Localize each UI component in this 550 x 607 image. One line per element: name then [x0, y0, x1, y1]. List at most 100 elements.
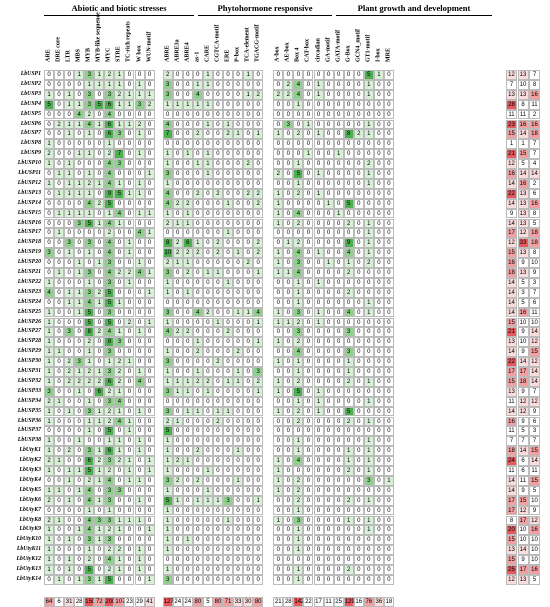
- matrix-cell: 0: [293, 139, 304, 150]
- matrix-cell: 1: [44, 159, 54, 169]
- matrix-cell: 1: [313, 129, 324, 140]
- row-label: LbUtyK14: [16, 575, 41, 582]
- matrix-cell: 0: [283, 555, 294, 565]
- matrix-cell: 0: [182, 169, 193, 179]
- matrix-cell: 0: [353, 169, 364, 179]
- matrix-cell: 1: [192, 406, 203, 417]
- matrix-cell: 1: [134, 555, 145, 565]
- matrix-cell: 0: [212, 376, 223, 387]
- matrix-cell: 1: [44, 89, 54, 100]
- row-label: LbUSP32: [17, 377, 41, 384]
- matrix-cell: 0: [233, 396, 244, 407]
- matrix-cell: 0: [253, 277, 264, 288]
- matrix-cell: 1: [293, 357, 304, 367]
- matrix-cell: 0: [84, 159, 95, 169]
- matrix-cell: 0: [343, 208, 354, 219]
- matrix-cell: 1: [202, 485, 213, 496]
- matrix-cell: 0: [84, 436, 95, 447]
- matrix-cell: 0: [162, 297, 173, 308]
- matrix-cell: 0: [223, 426, 234, 437]
- group-title-stress: Abiotic and biotic stresses: [71, 3, 167, 13]
- matrix-cell: 5: [84, 317, 95, 328]
- row-sum-cell: 13: [517, 89, 529, 100]
- matrix-cell: 1: [182, 99, 193, 110]
- matrix-cell: 2: [172, 248, 183, 259]
- matrix-cell: 0: [333, 70, 344, 80]
- matrix-cell: 0: [144, 376, 155, 387]
- matrix-cell: 0: [223, 268, 234, 278]
- matrix-cell: 1: [363, 456, 374, 466]
- row-sum-cell: 9: [517, 416, 529, 427]
- row-sum-cell: 15: [506, 535, 517, 546]
- matrix-cell: 0: [223, 317, 234, 328]
- row-sum-cell: 10: [517, 525, 529, 536]
- matrix-cell: 0: [303, 525, 314, 536]
- matrix-cell: 0: [273, 525, 284, 536]
- matrix-cell: 1: [202, 386, 213, 397]
- matrix-cell: 1: [202, 495, 213, 506]
- matrix-cell: 0: [74, 159, 85, 169]
- matrix-cell: 2: [192, 347, 203, 358]
- matrix-cell: 1: [114, 119, 125, 130]
- column-header-label: MYB-like sequence: [95, 12, 102, 62]
- matrix-cell: 0: [223, 545, 234, 556]
- matrix-cell: 0: [323, 228, 334, 239]
- matrix-cell: 0: [64, 416, 75, 427]
- matrix-cell: 1: [273, 268, 284, 278]
- row-label: LbUSP11: [18, 170, 41, 176]
- matrix-cell: 1: [223, 406, 234, 417]
- matrix-cell: 0: [212, 456, 223, 466]
- matrix-cell: 2: [212, 357, 223, 367]
- matrix-cell: 0: [343, 396, 354, 407]
- matrix-cell: 0: [144, 238, 155, 249]
- matrix-cell: 1: [273, 515, 284, 526]
- matrix-cell: 0: [192, 485, 203, 496]
- matrix-cell: 0: [333, 218, 344, 229]
- matrix-cell: 1: [273, 475, 284, 486]
- matrix-cell: 0: [134, 416, 145, 427]
- column-header-label: WUN-motif: [146, 31, 153, 62]
- matrix-cell: 0: [353, 198, 364, 209]
- matrix-cell: 0: [74, 198, 85, 209]
- matrix-cell: 0: [202, 287, 213, 298]
- matrix-cell: 0: [283, 169, 294, 179]
- matrix-cell: 0: [94, 188, 105, 199]
- matrix-cell: 1: [273, 456, 284, 466]
- matrix-cell: 1: [114, 525, 125, 536]
- matrix-cell: 1: [162, 466, 173, 476]
- row-sum-cell: 9: [517, 258, 529, 268]
- matrix-cell: 0: [64, 396, 75, 407]
- matrix-cell: 1: [192, 79, 203, 90]
- matrix-cell: 0: [373, 327, 384, 338]
- matrix-cell: 0: [353, 574, 364, 585]
- matrix-cell: 1: [273, 386, 284, 397]
- matrix-cell: 0: [74, 545, 85, 556]
- matrix-cell: 0: [303, 426, 314, 437]
- matrix-cell: 0: [223, 307, 234, 318]
- matrix-cell: 0: [303, 485, 314, 496]
- matrix-cell: 0: [353, 515, 364, 526]
- matrix-cell: 1: [293, 367, 304, 377]
- matrix-cell: 0: [162, 109, 173, 120]
- matrix-cell: 0: [323, 475, 334, 486]
- matrix-cell: 3: [223, 495, 234, 506]
- matrix-cell: 0: [373, 129, 384, 140]
- matrix-cell: 0: [313, 466, 324, 476]
- matrix-cell: 0: [44, 70, 54, 80]
- row-label: LbUtyK13: [16, 566, 41, 572]
- matrix-cell: 0: [333, 357, 344, 367]
- matrix-cell: 0: [74, 347, 85, 358]
- matrix-cell: 0: [243, 396, 254, 407]
- matrix-cell: 0: [333, 565, 344, 575]
- matrix-cell: 0: [172, 287, 183, 298]
- matrix-cell: 2: [114, 376, 125, 387]
- row-sum-cell: 14: [517, 446, 529, 457]
- matrix-cell: 0: [144, 248, 155, 259]
- matrix-cell: 0: [54, 258, 65, 268]
- row-label: LbUSP29: [17, 348, 41, 355]
- row-label: LbUSP2: [20, 80, 41, 87]
- matrix-cell: 1: [114, 297, 125, 308]
- matrix-cell: 0: [323, 495, 334, 506]
- matrix-cell: 1: [313, 396, 324, 407]
